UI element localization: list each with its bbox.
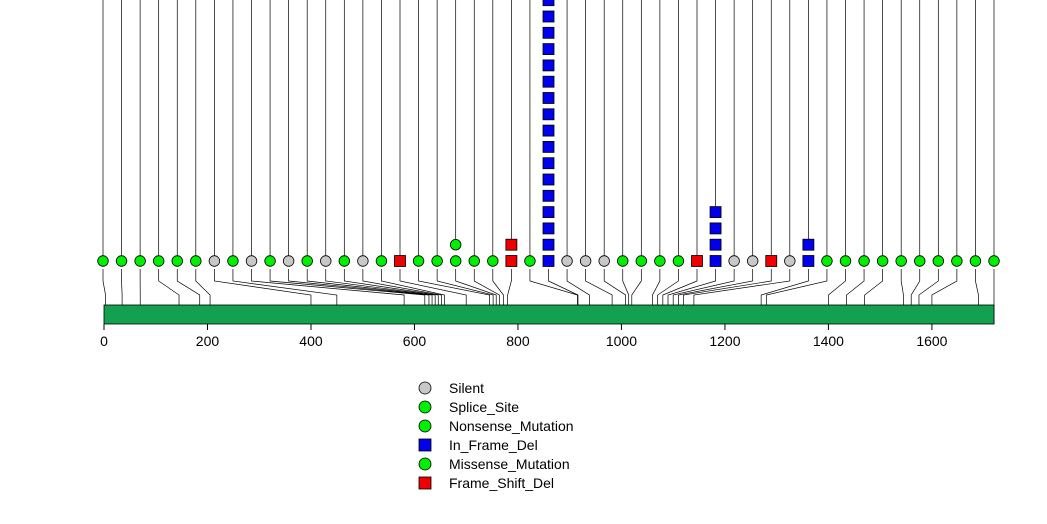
mutation-marker-missense-mutation xyxy=(654,255,666,267)
mutation-marker-missense-mutation xyxy=(932,255,945,267)
mutation-marker-frame-shift-del xyxy=(765,255,778,267)
mutation-marker-silent xyxy=(579,255,592,267)
mutation-marker-missense-mutation xyxy=(134,255,146,267)
mutation-marker-missense-mutation xyxy=(969,255,982,267)
mutation-marker-missense-mutation xyxy=(301,255,313,267)
mutation-marker-silent xyxy=(245,255,258,267)
mutation-marker-silent xyxy=(784,255,796,267)
mutation-marker-missense-mutation xyxy=(839,255,852,267)
mutation-marker-in-frame-del xyxy=(542,140,555,153)
legend-label: In_Frame_Del xyxy=(449,437,538,453)
mutation-marker-in-frame-del xyxy=(542,124,555,137)
mutation-marker-missense-mutation xyxy=(264,255,276,267)
mutation-marker-in-frame-del xyxy=(542,222,555,235)
x-tick-label: 1400 xyxy=(813,333,844,349)
mutation-marker-missense-mutation xyxy=(227,255,239,267)
mutation-marker-silent xyxy=(320,255,332,267)
mutation-marker-in-frame-del xyxy=(542,173,555,186)
mutation-marker-frame-shift-del xyxy=(691,255,703,267)
x-axis: 0 200 400 600 800 1000 1200 1400 1600 xyxy=(100,324,948,349)
mutation-marker-frame-shift-del xyxy=(394,255,406,267)
mutation-marker-in-frame-del xyxy=(709,238,722,251)
x-tick-label: 400 xyxy=(299,333,323,349)
x-tick-label: 1200 xyxy=(709,333,740,349)
legend-label: Nonsense_Mutation xyxy=(449,418,574,434)
mutation-marker-in-frame-del xyxy=(542,43,555,55)
mutation-marker-in-frame-del xyxy=(709,206,722,219)
mutation-marker-missense-mutation xyxy=(431,255,443,267)
mutation-marker-in-frame-del xyxy=(709,255,722,267)
mutation-marker-missense-mutation xyxy=(375,255,388,267)
x-tick-label: 200 xyxy=(196,333,220,349)
mutation-marker-missense-mutation xyxy=(914,255,926,267)
mutation-marker-missense-mutation xyxy=(951,255,963,267)
mutation-marker-in-frame-del xyxy=(542,157,555,170)
legend-label: Missense_Mutation xyxy=(449,456,570,472)
mutation-marker-in-frame-del xyxy=(542,75,555,88)
legend-label: Frame_Shift_Del xyxy=(449,475,554,491)
protein-domain-bar xyxy=(103,304,995,325)
x-tick-label: 0 xyxy=(100,333,108,349)
mutation-marker-frame-shift-del xyxy=(505,238,518,251)
mutation-marker-missense-mutation xyxy=(468,255,480,267)
mutation-marker-in-frame-del xyxy=(542,10,555,23)
mutation-marker-silent xyxy=(357,255,369,267)
legend: Silent Splice_Site Nonsense_Mutation In_Fra… xyxy=(418,380,574,491)
legend-swatch xyxy=(418,400,432,414)
mutation-marker-missense-mutation xyxy=(115,255,128,267)
mutation-marker-in-frame-del xyxy=(802,255,815,267)
mutation-marker-missense-mutation xyxy=(635,255,648,267)
mutation-marker-missense-mutation xyxy=(487,255,499,267)
mutation-marker-in-frame-del xyxy=(802,238,815,251)
protein-layer xyxy=(103,304,995,325)
mutation-marker-silent xyxy=(728,255,740,267)
mutation-marker-silent xyxy=(208,255,221,267)
x-tick-label: 1000 xyxy=(606,333,637,349)
legend-swatch xyxy=(418,438,432,452)
mutation-marker-missense-mutation xyxy=(524,255,536,267)
mutation-marker-missense-mutation xyxy=(338,255,351,267)
mutation-marker-in-frame-del xyxy=(542,108,555,121)
mutation-marker-missense-mutation xyxy=(821,255,833,267)
mutation-marker-missense-mutation xyxy=(171,255,183,267)
legend-label: Splice_Site xyxy=(449,399,519,415)
mutation-marker-in-frame-del xyxy=(542,238,555,251)
mutation-marker-in-frame-del xyxy=(709,222,722,235)
mutation-marker-missense-mutation xyxy=(97,255,109,267)
mutation-marker-silent xyxy=(282,255,295,267)
mutation-marker-silent xyxy=(598,255,610,267)
legend-swatch xyxy=(418,381,432,395)
mutation-marker-in-frame-del xyxy=(542,59,555,72)
mutation-marker-silent xyxy=(561,255,573,267)
mutation-marker-missense-mutation xyxy=(617,255,629,267)
mutation-marker-in-frame-del xyxy=(542,92,555,104)
mutation-marker-missense-mutation xyxy=(895,255,907,267)
legend-swatch xyxy=(418,457,432,471)
mutation-marker-missense-mutation xyxy=(672,255,685,267)
mutation-marker-in-frame-del xyxy=(542,0,555,7)
mutation-marker-missense-mutation xyxy=(449,238,462,251)
x-tick-label: 1600 xyxy=(916,333,947,349)
mutation-marker-missense-mutation xyxy=(988,255,1000,267)
mutation-marker-missense-mutation xyxy=(412,255,425,267)
legend-label: Silent xyxy=(449,380,484,396)
x-tick-label: 800 xyxy=(506,333,530,349)
markers-layer xyxy=(97,0,1000,267)
mutation-marker-missense-mutation xyxy=(152,255,165,267)
mutation-marker-in-frame-del xyxy=(542,189,555,202)
mutation-marker-frame-shift-del xyxy=(505,255,518,267)
mutation-marker-silent xyxy=(746,255,759,267)
legend-swatch xyxy=(418,419,432,433)
mutation-marker-missense-mutation xyxy=(190,255,202,267)
legend-swatch xyxy=(418,476,432,490)
mutation-marker-in-frame-del xyxy=(542,26,555,39)
mutation-marker-missense-mutation xyxy=(876,255,889,267)
mutation-marker-missense-mutation xyxy=(858,255,870,267)
mutation-marker-missense-mutation xyxy=(449,255,462,267)
mutation-marker-in-frame-del xyxy=(542,206,555,219)
x-tick-label: 600 xyxy=(403,333,427,349)
mutation-marker-in-frame-del xyxy=(542,255,555,267)
